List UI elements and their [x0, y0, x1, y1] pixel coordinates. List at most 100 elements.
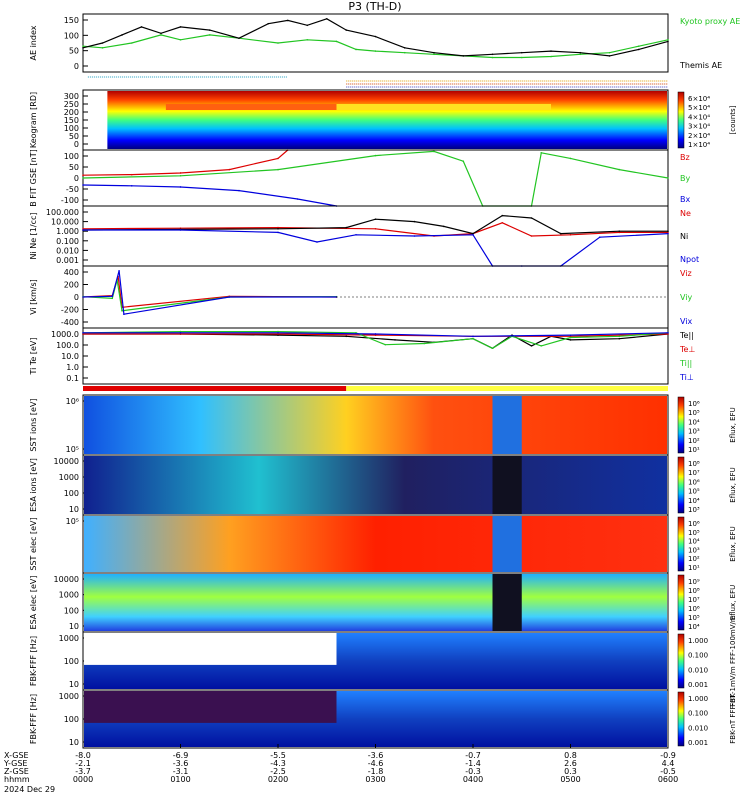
density-legend-item: Ne — [680, 209, 691, 218]
temperature-data-point — [423, 342, 426, 345]
sst_ion-colorbar-label: Eflux, EFU — [729, 407, 737, 442]
time-axis-tick: 0100 — [170, 775, 190, 784]
bfield-ytick: 50 — [69, 163, 79, 172]
time-axis-tick: -3.7 — [75, 767, 91, 776]
temperature-data-point — [384, 343, 387, 346]
sst_ion-colorbar-tick: 10¹ — [688, 446, 700, 454]
fbk_b-colorbar — [677, 691, 685, 747]
sst_elec-colorbar-tick: 10⁶ — [688, 520, 700, 528]
bfield-series-line — [82, 149, 289, 176]
ae-data-point — [208, 29, 211, 31]
keogram-colorbar-tick: 1×10⁴ — [688, 141, 710, 149]
fbk_b-colorbar-label: FBK-nT FFF-nT — [729, 694, 737, 744]
ae-data-point — [637, 48, 640, 51]
time-axis-tick: 0300 — [365, 775, 385, 784]
bfield-data-point — [238, 189, 240, 192]
velocity-data-point — [123, 313, 125, 316]
esa_elec-gap — [492, 574, 522, 631]
temperature-data-point — [569, 334, 572, 336]
time-axis-tick: -5.5 — [270, 751, 286, 760]
density-data-point — [355, 234, 357, 236]
fbk_e-colorbar-tick: 0.100 — [688, 652, 708, 660]
ae-data-point — [140, 26, 143, 28]
density-data-point — [179, 227, 182, 229]
density-data-point — [598, 236, 601, 238]
keogram-colorbar-tick: 2×10⁴ — [688, 132, 710, 140]
keogram-colorbar-tick: 3×10⁴ — [688, 123, 710, 131]
ae-data-point — [277, 42, 279, 44]
keogram-ytick: 50 — [69, 132, 79, 141]
fbk_e-ylabel: FBK-FFF [Hz] — [29, 636, 38, 686]
ae-data-point — [208, 34, 211, 36]
sst_ion-gap — [492, 396, 522, 454]
ae-ytick: 50 — [69, 47, 79, 56]
keogram-image — [107, 91, 667, 149]
ae-data-point — [550, 55, 552, 58]
bfield-series-line — [82, 150, 669, 207]
velocity-ytick: -400 — [61, 318, 79, 327]
ae-data-point — [101, 42, 104, 44]
temperature-data-point — [345, 335, 348, 338]
ae-data-point — [179, 38, 182, 41]
fbk_b-ytick: 100 — [64, 715, 79, 724]
temperature-data-point — [277, 334, 279, 336]
time-axis-row-label: hhmm — [4, 775, 30, 784]
sst_elec-colorbar-tick: 10⁵ — [688, 529, 700, 537]
temperature-ylabel: Ti Te [eV] — [29, 337, 38, 375]
temperature-data-point — [394, 339, 396, 341]
fbk_e-colorbar-tick: 1.000 — [688, 637, 708, 645]
temperature-data-point — [667, 331, 669, 334]
time-axis-tick: -0.3 — [465, 767, 481, 776]
bfield-data-point — [179, 172, 182, 174]
fbk_b-burst — [84, 691, 337, 723]
sst_elec-colorbar-tick: 10¹ — [688, 564, 700, 572]
keogram-ytick: 300 — [64, 92, 79, 101]
temperature-data-point — [472, 335, 474, 338]
temperature-data-point — [82, 331, 84, 334]
ae-data-point — [608, 51, 611, 54]
esa_elec-panel: ESA elec [eV] 1000010001001010⁹10⁸10⁷10⁶1… — [29, 572, 737, 633]
temperature-data-point — [472, 337, 474, 340]
time-axis-tick: 0.3 — [564, 767, 577, 776]
keogram-ytick: 200 — [64, 108, 79, 117]
status-bars — [83, 76, 668, 391]
fbk_e-panel: FBK-FFF [Hz] 1000 100 10 1.000 0.100 0.010 0.00… — [29, 615, 737, 707]
time-axis-tick: 0000 — [73, 775, 93, 784]
density-data-point — [374, 218, 377, 220]
ae-frame — [82, 13, 669, 73]
time-axis-tick: -0.5 — [660, 767, 676, 776]
time-axis-tick: 0200 — [268, 775, 288, 784]
sst_ion-panel: SST ions [eV] 10⁶10⁵10⁶10⁵10⁴10³10²10¹Efl… — [29, 394, 737, 456]
bfield-legend-item: Bx — [680, 195, 690, 204]
bfield-data-point — [296, 198, 299, 200]
mode-bar-fast — [83, 386, 347, 391]
velocity-legend-item: Viz — [680, 269, 692, 278]
esa_elec-ytick: 1000 — [59, 591, 79, 600]
ae-data-point — [433, 51, 435, 54]
ae-data-point — [374, 50, 377, 52]
bfield-data-point — [667, 177, 669, 179]
ae-data-point — [101, 47, 104, 49]
ae-data-point — [82, 47, 84, 49]
sst_elec-colorbar-label: Eflux, EFU — [729, 526, 737, 561]
density-data-point — [472, 232, 474, 235]
ae-data-point — [374, 35, 377, 38]
bfield-data-point — [618, 168, 621, 171]
keogram-colorbar-label: [counts] — [729, 105, 737, 134]
bfield-data-point — [540, 152, 543, 154]
sst_elec-ylabel: SST elec [eV] — [29, 517, 38, 570]
density-data-point — [413, 220, 416, 223]
sst_ion-ytick: 10⁵ — [66, 445, 79, 454]
esa_elec-colorbar-tick: 10⁸ — [688, 587, 700, 595]
sst_ion-colorbar-tick: 10⁴ — [688, 418, 700, 426]
time-axis-tick: -6.9 — [173, 751, 189, 760]
temperature-data-point — [569, 339, 572, 341]
velocity-ytick: 0 — [74, 293, 79, 302]
ae-data-point — [520, 51, 523, 54]
sst_elec-gap — [492, 516, 522, 572]
esa_ion-ylabel: ESA ions [eV] — [29, 458, 38, 512]
sst_elec-panel: SST elec [eV] 10⁵ 10⁶10⁵10⁴10³10²10¹Eflux,… — [29, 514, 737, 574]
esa_elec-image — [84, 574, 667, 631]
sst_ion-colorbar-tick: 10³ — [688, 428, 700, 436]
